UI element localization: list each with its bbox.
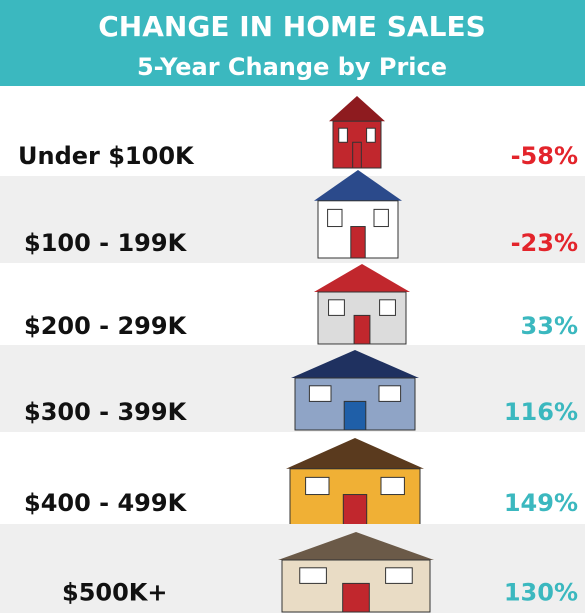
row-label: $100 - 199K (24, 229, 188, 257)
house-window (367, 128, 376, 142)
row-change: 33% (521, 312, 578, 340)
house-door (343, 583, 370, 612)
row-label: $200 - 299K (24, 312, 188, 340)
house-window (379, 386, 401, 402)
row-label: $400 - 499K (24, 489, 188, 517)
house-window (329, 300, 345, 316)
house-door (344, 401, 366, 430)
row-change: -58% (511, 142, 578, 170)
row-change: 149% (504, 489, 578, 517)
house-window (339, 128, 348, 142)
house-door (343, 495, 366, 526)
row-change: -23% (511, 229, 578, 257)
house-window (374, 209, 388, 226)
house-window (380, 300, 396, 316)
row-label: Under $100K (18, 142, 195, 170)
row-change: 116% (504, 398, 578, 426)
house-door (351, 227, 365, 258)
house-window (381, 477, 404, 494)
house-window (328, 209, 342, 226)
row-label: $300 - 399K (24, 398, 188, 426)
house-window (306, 477, 329, 494)
house-door (354, 315, 370, 344)
house-window (309, 386, 331, 402)
infographic: CHANGE IN HOME SALES 5-Year Change by Pr… (0, 0, 585, 613)
title: CHANGE IN HOME SALES (98, 10, 486, 43)
row-change: 130% (504, 578, 578, 606)
house-window (300, 568, 327, 584)
subtitle: 5-Year Change by Price (137, 53, 447, 81)
house-door (353, 142, 362, 168)
house-window (386, 568, 413, 584)
row-label: $500K+ (62, 578, 168, 606)
